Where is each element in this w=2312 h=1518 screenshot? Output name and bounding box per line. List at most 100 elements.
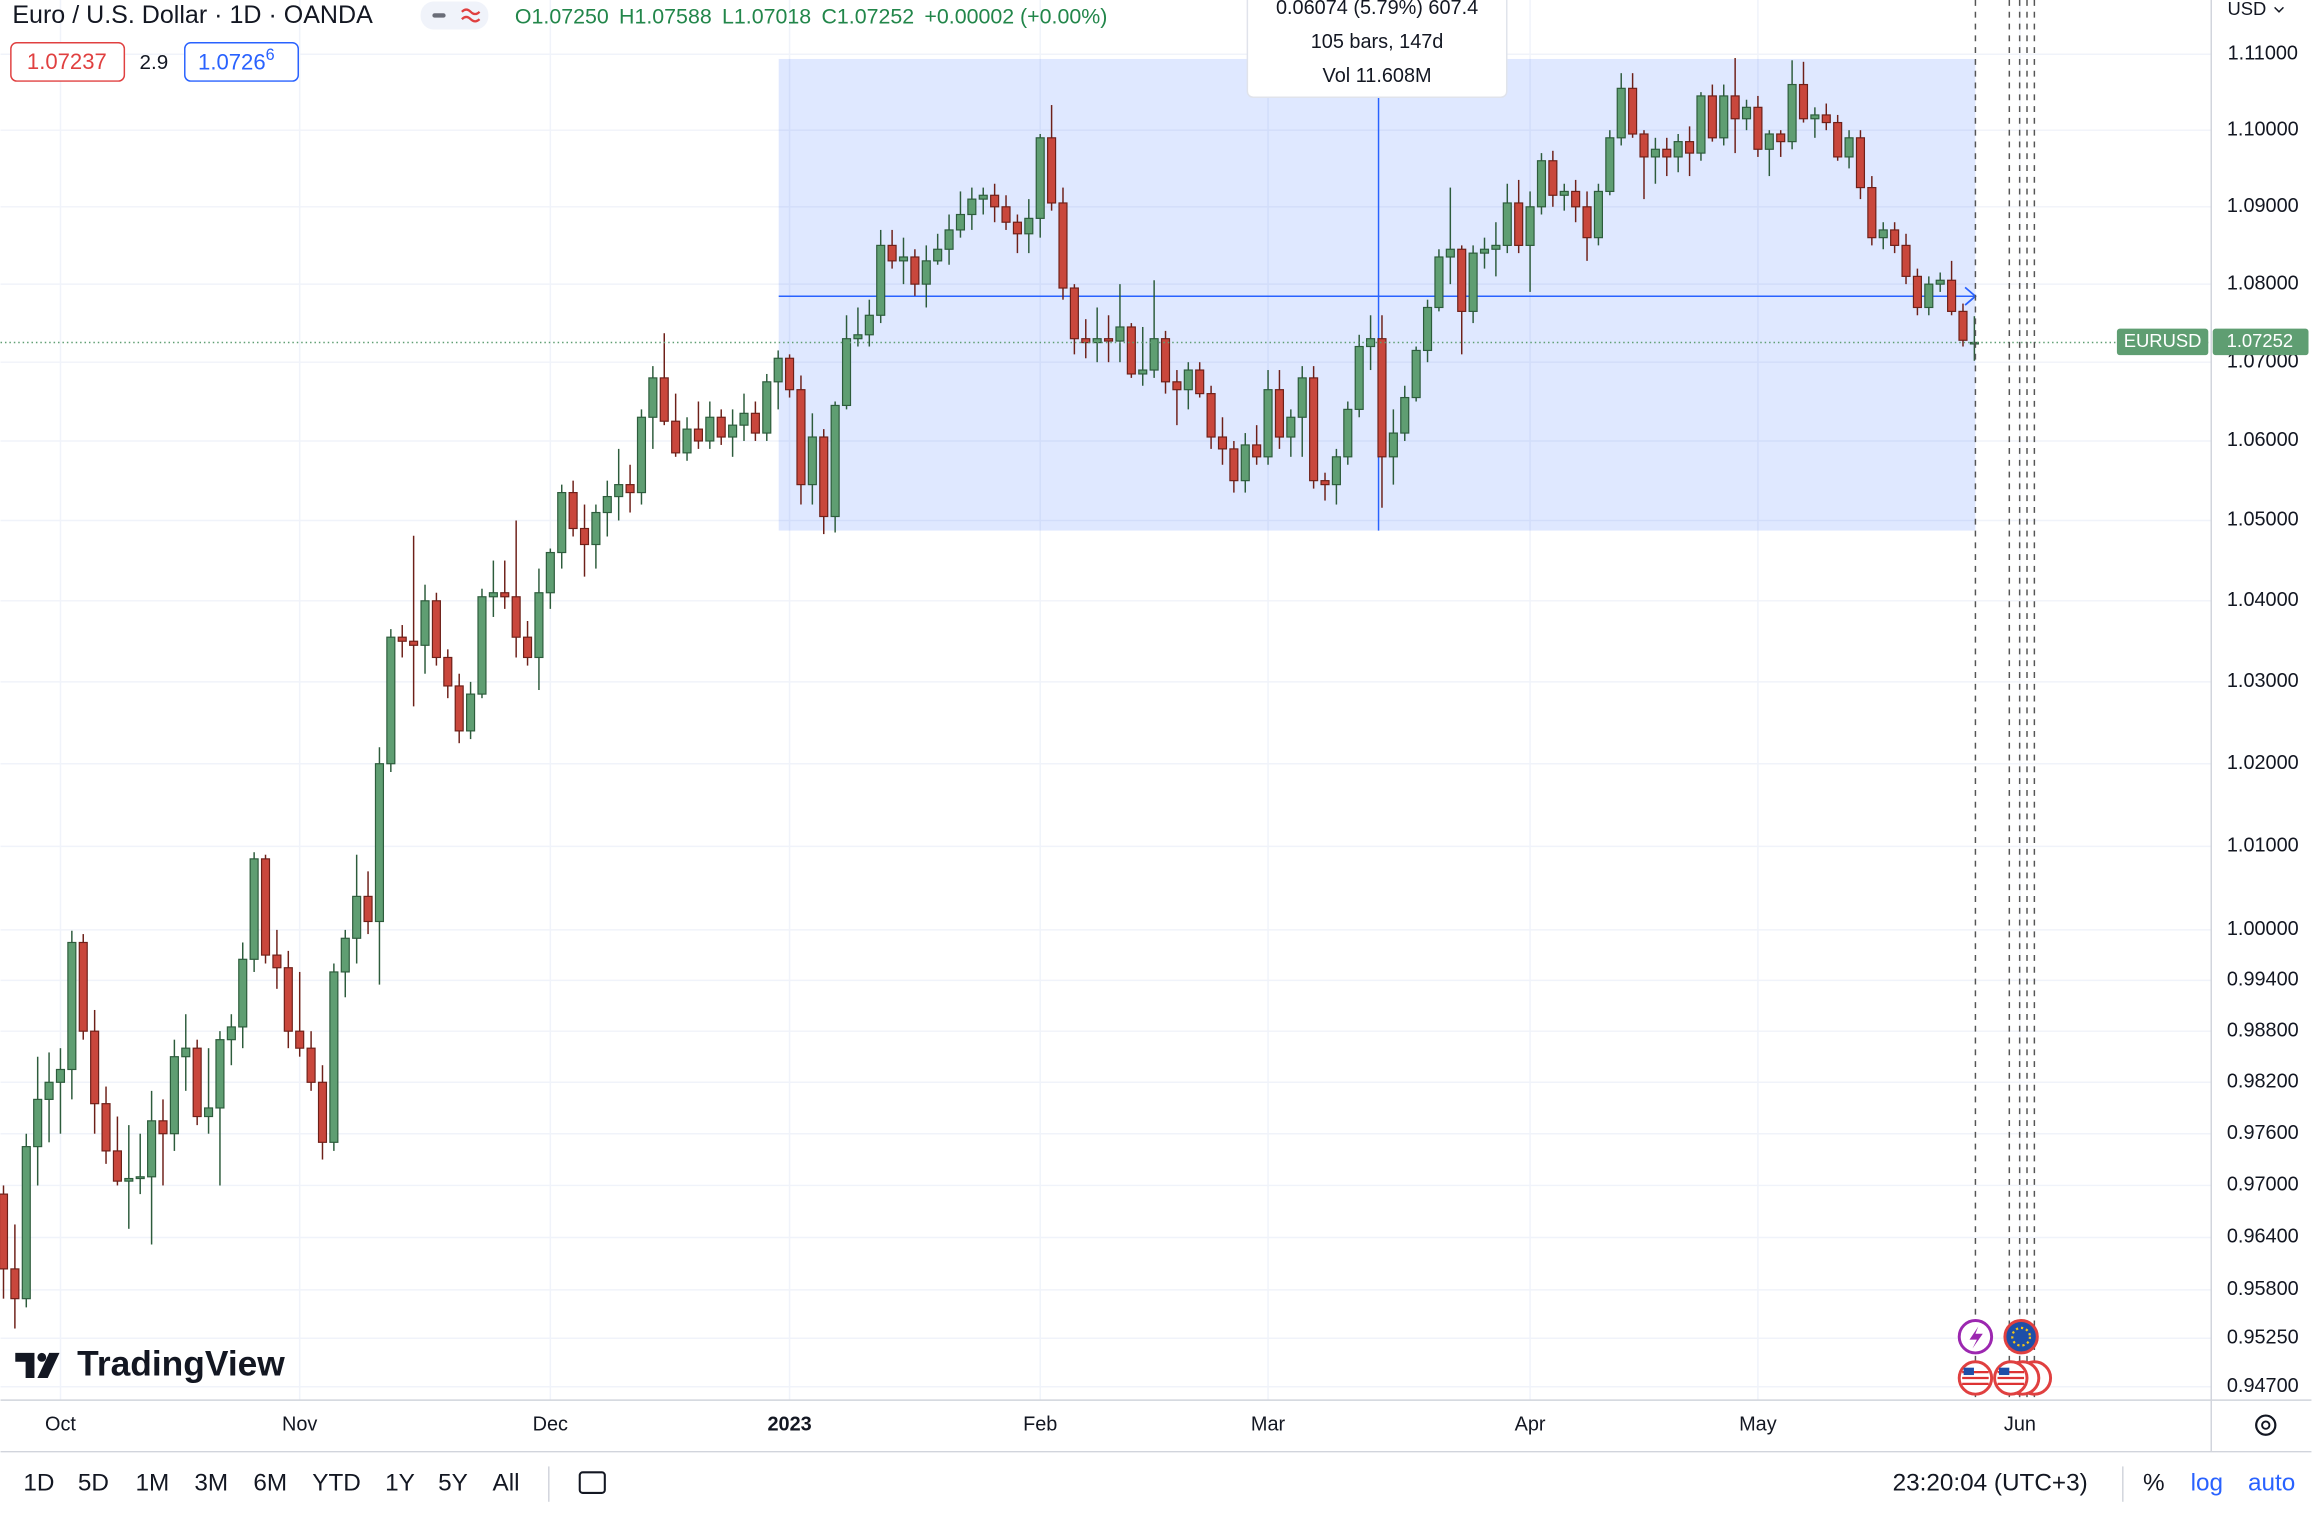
candle-body <box>1103 338 1114 342</box>
candle-body <box>1366 338 1376 348</box>
range-button[interactable]: 1Y <box>385 1470 415 1497</box>
y-tick-label: 0.97000 <box>2227 1174 2299 1196</box>
bid-box[interactable] <box>10 42 126 82</box>
candle-body <box>990 194 1000 208</box>
candle-body <box>238 958 248 1028</box>
candle-body <box>21 1146 31 1300</box>
candle-body <box>1354 345 1364 410</box>
candle-body <box>1571 190 1581 208</box>
candle-body <box>876 244 886 316</box>
candle-body <box>1650 148 1660 158</box>
candle-body <box>1479 248 1490 254</box>
pill-icon <box>432 13 446 18</box>
legend-part: 1.07018 <box>734 4 811 28</box>
range-button[interactable]: 6M <box>253 1470 287 1497</box>
candle-body <box>1149 338 1159 371</box>
candle-body <box>682 428 692 454</box>
candle-body <box>1753 106 1763 150</box>
candle-body <box>1081 338 1091 344</box>
date-range-icon[interactable] <box>578 1471 606 1494</box>
candle-body <box>1434 256 1444 309</box>
candle-body <box>249 858 259 960</box>
range-button[interactable]: All <box>493 1470 520 1497</box>
candle-body <box>409 640 419 646</box>
indicator-pill[interactable] <box>420 1 489 30</box>
candle-body <box>1126 326 1136 375</box>
scale-option[interactable]: % <box>2143 1470 2165 1497</box>
candle-body <box>1206 393 1216 438</box>
candle-body <box>841 338 852 407</box>
clock[interactable]: 23:20:04 (UTC+3) <box>1893 1470 2088 1497</box>
ask[interactable]: 1.07266 <box>198 46 275 74</box>
settings-icon-core <box>2261 1420 2271 1430</box>
y-tick-label: 0.99400 <box>2227 969 2299 991</box>
candle-body <box>1047 137 1057 204</box>
candle-body <box>1628 87 1638 135</box>
candle-body <box>545 551 555 594</box>
ask-box[interactable] <box>184 42 299 82</box>
range-button[interactable]: 1M <box>135 1470 169 1497</box>
measure-range <box>778 58 1976 531</box>
candle-body <box>1548 160 1558 196</box>
candle-body <box>796 389 806 486</box>
candle-body <box>500 592 510 598</box>
range-button[interactable]: 5D <box>78 1470 109 1497</box>
candle-body <box>158 1120 168 1135</box>
candle-body <box>1217 436 1228 450</box>
logo: TradingView <box>15 1345 285 1384</box>
scale-option[interactable]: log <box>2191 1470 2223 1497</box>
y-tick-label: 1.11000 <box>2228 42 2298 64</box>
candle-body <box>693 428 704 442</box>
symbol-tag-text: EURUSD <box>2124 330 2202 351</box>
candle-body <box>511 596 521 638</box>
ohlc-legend: O1.07250 H1.07588 L1.07018 C1.07252 +0.00002… <box>515 4 1107 28</box>
candle-body <box>124 1177 134 1182</box>
y-tick-label: 0.98200 <box>2227 1071 2299 1093</box>
y-axis: 1.11000 1.10000 1.09000 1.08000 1.07000 1.060… <box>2227 42 2299 1397</box>
bid[interactable]: 1.07237 <box>27 49 107 74</box>
candle-body <box>716 416 726 438</box>
candle-body <box>0 1193 9 1270</box>
candle-body <box>1878 229 1888 239</box>
candle-body <box>10 1268 20 1300</box>
candle-body <box>1924 283 1934 309</box>
candle-body <box>420 600 430 646</box>
x-tick-label: Oct <box>45 1413 76 1435</box>
candle-body <box>1605 137 1615 193</box>
tooltip-line: 0.06074 (5.79%) 607.4 <box>1276 0 1478 19</box>
candle-body <box>1457 248 1467 312</box>
candle-body <box>1741 106 1752 120</box>
candle-body <box>1195 369 1205 395</box>
candle-body <box>1514 202 1524 246</box>
logo-mark <box>37 1352 60 1378</box>
currency[interactable]: USD <box>2227 0 2266 19</box>
candle-body <box>819 436 829 518</box>
candle-body <box>317 1081 328 1143</box>
range-button[interactable]: YTD <box>312 1470 361 1497</box>
candle-body <box>1855 137 1866 189</box>
range-button[interactable]: 1D <box>23 1470 54 1497</box>
candle-body <box>306 1047 316 1083</box>
y-tick-label: 1.05000 <box>2227 509 2299 531</box>
pill-wave <box>461 8 481 23</box>
y-tick-label: 0.98800 <box>2227 1019 2299 1041</box>
y-tick-label: 0.97600 <box>2227 1122 2299 1144</box>
candle-body <box>181 1047 191 1058</box>
range-button[interactable]: 5Y <box>438 1470 468 1497</box>
settings-icon[interactable] <box>2255 1414 2277 1436</box>
logo-dot <box>37 1352 47 1362</box>
event-icons[interactable] <box>1957 1319 2053 1396</box>
candle-body <box>534 592 544 659</box>
y-tick-label: 1.04000 <box>2227 589 2299 611</box>
price-axis <box>2211 0 2312 1452</box>
candle-body <box>910 256 920 285</box>
candle-body <box>1776 133 1786 143</box>
candle-body <box>762 381 772 434</box>
range-button[interactable]: 3M <box>194 1470 228 1497</box>
candle-body <box>1445 248 1455 258</box>
eu-icon[interactable] <box>2003 1319 2039 1355</box>
candle-body <box>147 1120 157 1178</box>
scale-option[interactable]: auto <box>2248 1470 2295 1497</box>
candle-body <box>1069 287 1079 340</box>
candle-body <box>1685 141 1695 154</box>
